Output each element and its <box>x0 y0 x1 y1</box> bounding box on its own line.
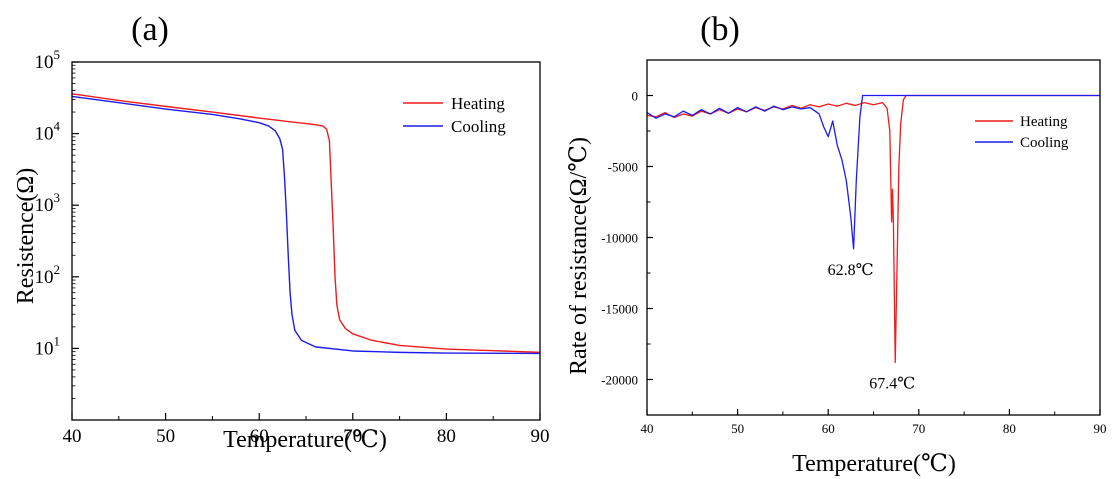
panel-b-y-axis-label: Rate of resistance(Ω/℃) <box>566 137 592 375</box>
panel-b-y-tick-label: -20000 <box>601 373 638 388</box>
panel-a-series-heating-line <box>71 93 541 354</box>
panel-b-y-tick-label: -5000 <box>608 160 638 175</box>
panel-b-y-tick-label: 0 <box>632 89 639 104</box>
panel-a-series-cooling-line <box>71 95 541 355</box>
panel-a-x-tick-label: 70 <box>343 426 362 447</box>
panel-a-legend-label-heating: Heating <box>451 94 505 113</box>
panel-b-peak-annotation: 67.4℃ <box>869 375 915 392</box>
panel-a-plot-frame <box>71 61 541 421</box>
panel-a-y-tick-label: 104 <box>35 119 61 145</box>
panel-a-x-tick-label: 60 <box>250 426 269 447</box>
panel-b-x-tick-label: 70 <box>912 421 925 436</box>
panel-a: (a) 40 50 60 70 80 90 101 102 103 104 105 Temperat… <box>13 11 550 453</box>
panel-b-x-tick-label: 60 <box>822 421 835 436</box>
panel-b-x-tick-label: 90 <box>1094 421 1107 436</box>
panel-a-legend-label-cooling: Cooling <box>451 117 506 136</box>
panel-b-legend-label-heating: Heating <box>1020 114 1068 130</box>
panel-a-y-tick-label: 105 <box>35 47 61 73</box>
panel-b-peak-annotation: 62.8℃ <box>828 262 874 279</box>
panel-a-y-tick-label: 101 <box>35 333 61 359</box>
panel-a-x-axis-label: Temperature(℃) <box>223 427 387 453</box>
panel-b-x-tick-label: 50 <box>731 421 744 436</box>
panel-b-y-tick-label: -10000 <box>601 231 638 246</box>
panel-a-series-group <box>71 93 541 355</box>
panel-a-y-tick-label: 102 <box>35 262 61 288</box>
panel-b-ticks: 40 50 60 70 80 90 0 -5000 -10000 -15000 -20000 <box>601 59 1107 436</box>
panel-a-y-axis-label: Resistence(Ω) <box>13 168 39 304</box>
panel-b-x-tick-label: 80 <box>1003 421 1016 436</box>
panel-b-x-axis-label: Temperature(℃) <box>792 451 956 477</box>
panel-b-annotations: 62.8℃ 67.4℃ <box>828 262 916 393</box>
panel-a-x-tick-label: 80 <box>437 426 456 447</box>
panel-a-label: (a) <box>131 11 169 48</box>
panel-b-series-cooling-line <box>646 94 1100 250</box>
panel-a-x-tick-label: 40 <box>63 426 82 447</box>
panel-a-ticks: 40 50 60 70 80 90 101 102 103 104 105 <box>35 47 550 447</box>
panel-b-series-group <box>646 94 1100 364</box>
panel-a-legend: Heating Cooling <box>403 94 506 136</box>
panel-a-x-tick-label: 50 <box>156 426 175 447</box>
panel-a-y-tick-label: 103 <box>35 190 61 216</box>
panel-b-x-tick-label: 40 <box>641 421 654 436</box>
panel-b-legend: Heating Cooling <box>975 114 1069 151</box>
panel-b-y-tick-label: -15000 <box>601 302 638 317</box>
panel-b: (b) 40 50 60 70 80 90 0 -5000 -10000 -15000 -20000… <box>566 11 1107 477</box>
panel-a-x-tick-label: 90 <box>531 426 550 447</box>
panel-b-label: (b) <box>700 11 740 48</box>
panel-b-legend-label-cooling: Cooling <box>1020 135 1069 151</box>
